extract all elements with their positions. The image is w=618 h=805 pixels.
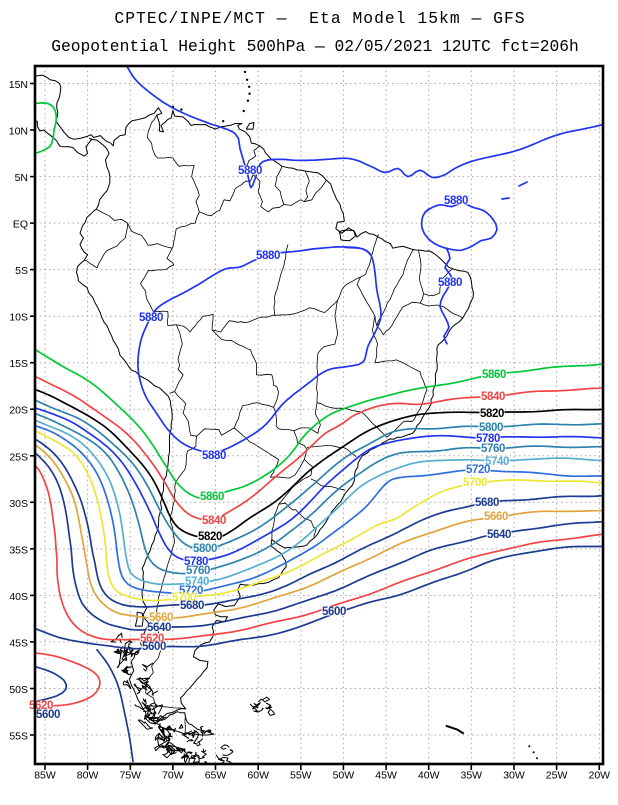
svg-text:5S: 5S: [15, 265, 28, 277]
svg-text:5640: 5640: [147, 622, 171, 634]
svg-text:40S: 40S: [9, 591, 28, 603]
svg-text:5800: 5800: [193, 543, 217, 555]
svg-text:70W: 70W: [162, 770, 184, 782]
svg-text:45W: 45W: [375, 770, 397, 782]
svg-text:60W: 60W: [247, 770, 269, 782]
svg-text:15N: 15N: [9, 79, 28, 91]
svg-text:5880: 5880: [444, 195, 468, 207]
svg-text:75W: 75W: [120, 770, 142, 782]
svg-text:10S: 10S: [9, 312, 28, 324]
svg-text:5800: 5800: [479, 422, 503, 434]
svg-text:5860: 5860: [200, 491, 224, 503]
svg-text:15S: 15S: [9, 358, 28, 370]
svg-text:5660: 5660: [149, 612, 173, 624]
svg-text:50W: 50W: [333, 770, 355, 782]
svg-text:50S: 50S: [9, 684, 28, 696]
svg-text:25W: 25W: [546, 770, 568, 782]
svg-text:5720: 5720: [466, 464, 490, 476]
svg-text:5820: 5820: [198, 531, 222, 543]
svg-text:5740: 5740: [485, 456, 509, 468]
svg-text:5840: 5840: [481, 391, 505, 403]
svg-text:55S: 55S: [9, 731, 28, 743]
svg-text:5600: 5600: [36, 709, 60, 721]
svg-text:CPTEC/INPE/MCT — Eta Model 15: CPTEC/INPE/MCT — Eta Model 15km — GFS: [114, 9, 525, 28]
svg-text:5740: 5740: [185, 576, 209, 588]
svg-text:5640: 5640: [487, 529, 511, 541]
svg-text:5780: 5780: [476, 433, 500, 445]
svg-text:5860: 5860: [482, 369, 506, 381]
svg-text:5760: 5760: [186, 565, 210, 577]
svg-text:20S: 20S: [9, 405, 28, 417]
svg-text:65W: 65W: [205, 770, 227, 782]
svg-text:30W: 30W: [503, 770, 525, 782]
svg-text:10N: 10N: [9, 126, 28, 138]
svg-text:20W: 20W: [589, 770, 611, 782]
svg-text:EQ: EQ: [13, 219, 28, 231]
svg-text:5600: 5600: [322, 606, 346, 618]
svg-text:Geopotential Height 500hPa — 0: Geopotential Height 500hPa — 02/05/2021 …: [51, 37, 579, 56]
svg-text:40W: 40W: [418, 770, 440, 782]
svg-text:5600: 5600: [142, 641, 166, 653]
svg-text:5N: 5N: [15, 172, 28, 184]
svg-text:55W: 55W: [290, 770, 312, 782]
svg-text:5700: 5700: [463, 477, 487, 489]
svg-text:25S: 25S: [9, 451, 28, 463]
svg-text:5880: 5880: [139, 312, 163, 324]
svg-text:5880: 5880: [238, 165, 262, 177]
svg-text:35S: 35S: [9, 544, 28, 556]
svg-text:5780: 5780: [184, 556, 208, 568]
svg-text:5660: 5660: [484, 511, 508, 523]
svg-text:5760: 5760: [481, 443, 505, 455]
svg-text:5880: 5880: [202, 450, 226, 462]
svg-text:5840: 5840: [202, 515, 226, 527]
svg-text:5880: 5880: [438, 277, 462, 289]
svg-text:5880: 5880: [256, 250, 280, 262]
svg-text:45S: 45S: [9, 637, 28, 649]
svg-text:35W: 35W: [461, 770, 483, 782]
svg-text:85W: 85W: [34, 770, 56, 782]
svg-text:5680: 5680: [475, 497, 499, 509]
svg-text:80W: 80W: [77, 770, 99, 782]
svg-text:5680: 5680: [180, 600, 204, 612]
svg-text:30S: 30S: [9, 498, 28, 510]
svg-text:5820: 5820: [480, 408, 504, 420]
